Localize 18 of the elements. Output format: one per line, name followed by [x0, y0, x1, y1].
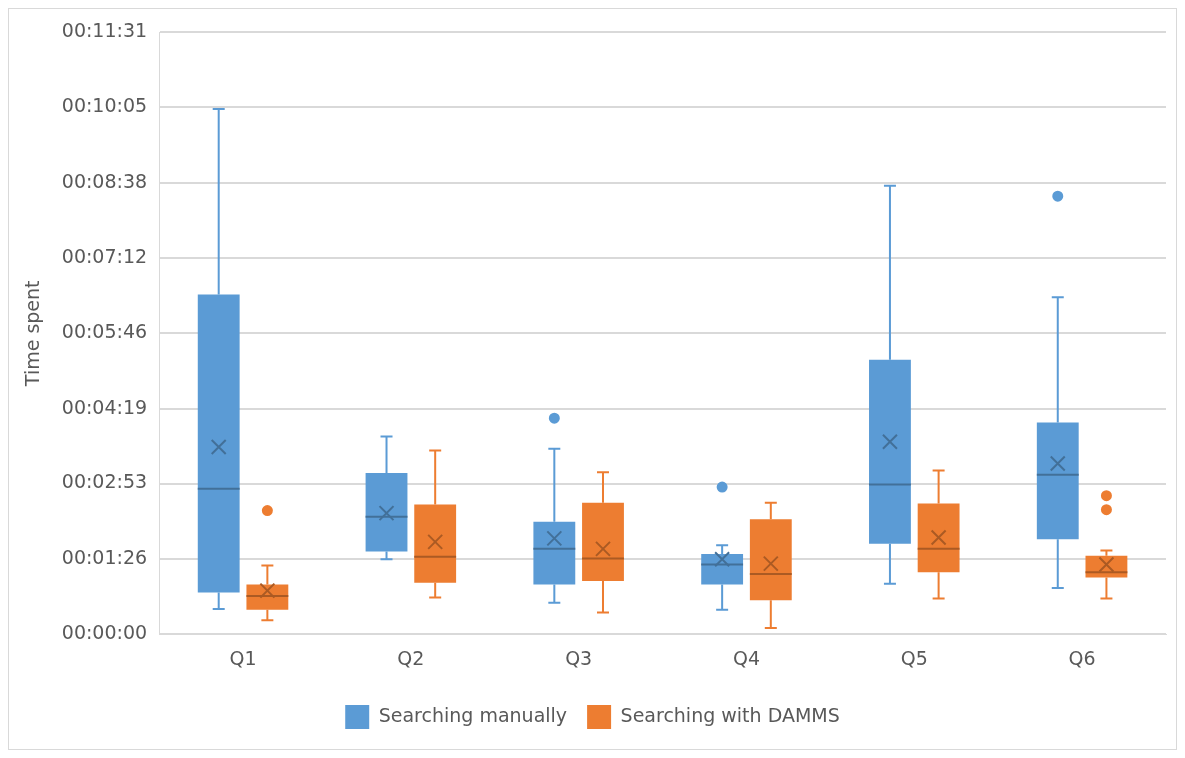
y-tick-label: 00:07:12 [61, 244, 148, 267]
y-axis-title: Time spent [21, 280, 44, 388]
x-tick-label: Q6 [1068, 646, 1096, 669]
y-tick-label: 00:00:00 [61, 621, 148, 644]
x-tick-label: Q5 [900, 646, 928, 669]
y-tick-label: 00:04:19 [61, 395, 148, 418]
x-tick-label: Q1 [229, 646, 257, 669]
y-tick-label: 00:02:53 [61, 470, 148, 493]
legend-label: Searching manually [378, 703, 568, 726]
y-tick-label: 00:11:31 [61, 19, 148, 42]
x-tick-label: Q2 [397, 646, 425, 669]
y-tick-label: 00:10:05 [61, 94, 148, 117]
y-tick-label: 00:08:38 [61, 170, 148, 193]
x-tick-label: Q4 [732, 646, 760, 669]
y-tick-label: 00:05:46 [61, 319, 148, 342]
y-tick-label: 00:01:26 [61, 546, 148, 569]
x-tick-label: Q3 [565, 646, 593, 669]
legend-label: Searching with DAMMS [620, 703, 840, 726]
